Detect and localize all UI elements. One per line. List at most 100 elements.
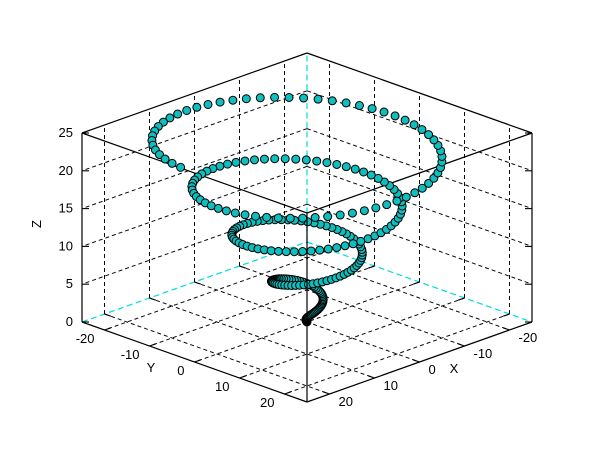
y-tick-mirror: [368, 265, 375, 269]
data-point: [301, 155, 311, 165]
data-point: [390, 111, 400, 121]
x-tick: [368, 375, 375, 379]
x-tick: [503, 327, 510, 331]
x-tick-mirror: [194, 281, 201, 285]
data-point: [250, 155, 259, 165]
y-tick: [239, 375, 246, 379]
grid-line: [104, 313, 330, 395]
data-point: [366, 170, 376, 180]
data-point: [289, 247, 299, 257]
y-tick-label: 10: [215, 379, 229, 394]
data-point: [429, 135, 439, 145]
box-front-edges: [81, 213, 533, 403]
data-point: [332, 159, 342, 169]
x-tick-mirror: [149, 297, 156, 301]
data-point: [341, 98, 351, 108]
grid-line: [81, 203, 308, 285]
data-point: [273, 246, 283, 256]
z-tick-label: 25: [59, 125, 73, 140]
grid-line: [306, 128, 533, 210]
data-point: [323, 244, 333, 254]
x-tick-label: 20: [339, 394, 353, 409]
y-tick: [104, 327, 111, 331]
data-point: [231, 157, 241, 167]
y-axis-edge: [81, 321, 308, 403]
data-point: [266, 246, 276, 256]
top-edge: [306, 132, 533, 214]
data-point: [173, 109, 183, 119]
y-tick-mirror: [458, 297, 465, 301]
spiral-points: [147, 92, 447, 327]
y-tick: [194, 359, 201, 363]
data-point: [306, 246, 316, 256]
data-point: [176, 162, 186, 172]
data-point: [215, 97, 225, 107]
grid-line: [81, 90, 308, 172]
data-point: [335, 210, 345, 220]
data-point: [165, 113, 175, 123]
data-point: [281, 247, 291, 257]
data-point: [323, 212, 333, 222]
x-axis-edge: [306, 321, 533, 403]
data-point: [409, 120, 419, 130]
x-tick: [413, 359, 420, 363]
box-back-edges: [81, 52, 533, 322]
x-tick-mirror: [104, 313, 111, 317]
data-point: [280, 154, 290, 164]
data-point: [359, 167, 369, 177]
data-point: [273, 213, 283, 223]
data-point: [259, 154, 269, 164]
data-point: [192, 102, 202, 112]
y-tick-label: 20: [260, 395, 274, 410]
data-point: [417, 125, 427, 135]
z-tick-label: 10: [59, 238, 73, 253]
data-point: [240, 156, 250, 166]
data-point: [367, 104, 377, 114]
data-point: [322, 158, 332, 168]
data-point: [417, 183, 427, 193]
grid-line: [306, 203, 533, 285]
grid-line: [284, 313, 510, 395]
data-point: [341, 162, 351, 172]
y-tick-mirror: [413, 281, 420, 285]
y-tick-label: -10: [121, 347, 140, 362]
data-point: [299, 93, 309, 103]
grid-line: [81, 165, 308, 247]
data-point: [401, 192, 411, 202]
y-axis-label: Y: [147, 360, 156, 375]
data-point: [298, 247, 308, 257]
data-point: [392, 196, 402, 206]
data-point: [298, 213, 308, 223]
data-point: [424, 130, 434, 140]
data-point: [410, 188, 420, 198]
data-point: [221, 206, 231, 216]
z-tick-label: 5: [66, 276, 73, 291]
data-point: [270, 92, 280, 102]
x-tick: [458, 343, 465, 347]
data-point: [332, 243, 342, 253]
data-point: [284, 92, 294, 102]
axis-name-labels: X Y Z: [29, 220, 459, 376]
data-point: [213, 203, 223, 213]
data-point: [270, 154, 280, 164]
y-tick: [149, 343, 156, 347]
y-tick-mirror: [503, 313, 510, 317]
data-point: [382, 200, 392, 210]
x-tick-label: 10: [384, 378, 398, 393]
data-point: [371, 203, 381, 213]
z-tick-label: 20: [59, 163, 73, 178]
data-point: [313, 94, 323, 104]
data-point: [285, 213, 295, 223]
top-edge: [306, 52, 533, 134]
grid-line: [104, 249, 330, 331]
x-axis-label: X: [450, 361, 459, 376]
z-tick-label: 0: [66, 314, 73, 329]
grid-line: [81, 128, 308, 210]
data-point: [255, 93, 265, 103]
x-tick: [323, 391, 330, 395]
data-point: [350, 164, 360, 174]
data-point: [379, 107, 389, 117]
grid-line: [149, 265, 375, 347]
